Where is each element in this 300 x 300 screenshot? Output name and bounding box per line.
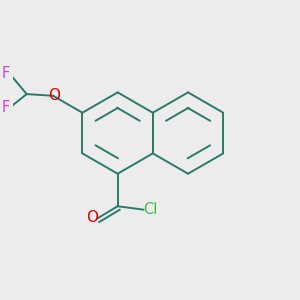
Text: F: F xyxy=(2,66,10,81)
Text: O: O xyxy=(48,88,60,103)
Text: F: F xyxy=(2,100,10,115)
Text: O: O xyxy=(86,210,98,225)
Text: Cl: Cl xyxy=(143,202,157,217)
